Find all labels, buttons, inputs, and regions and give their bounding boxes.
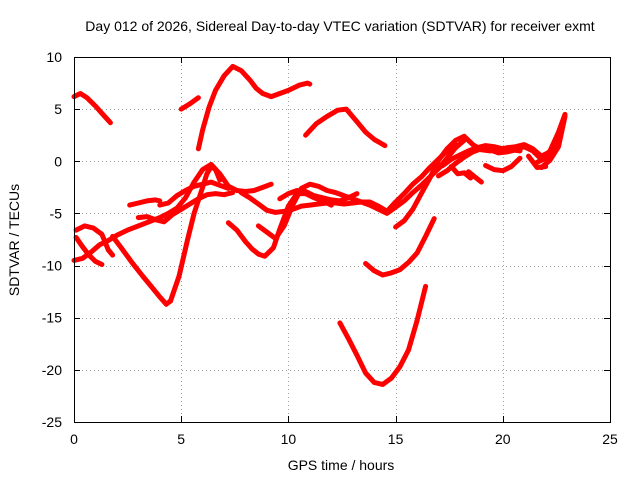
y-tick-label: -5 <box>50 205 63 221</box>
x-tick-label: 10 <box>281 431 297 447</box>
series-arc-27 <box>538 113 568 170</box>
y-axis-label: SDTVAR / TECUs <box>6 184 22 296</box>
series-arc-18 <box>363 216 437 278</box>
plot-frame <box>74 57 611 423</box>
x-tick-label: 20 <box>495 431 511 447</box>
series-arc-10 <box>127 197 163 208</box>
series-arc-23 <box>466 169 484 185</box>
x-tick-label: 0 <box>70 431 78 447</box>
series-arc-16 <box>277 188 360 204</box>
series-arc-12 <box>157 179 231 208</box>
series-arc-8 <box>73 223 116 258</box>
series-arc-1 <box>71 91 113 126</box>
y-tick-label: 0 <box>54 153 62 169</box>
series-arc-24 <box>483 155 523 174</box>
series-arc-11 <box>135 190 236 225</box>
x-tick-label: 25 <box>602 431 618 447</box>
series-arc-2 <box>178 95 201 112</box>
x-axis-label: GPS time / hours <box>288 457 395 473</box>
series-arc-14 <box>238 142 459 215</box>
data-series <box>71 63 568 387</box>
y-tick-label: -25 <box>42 414 62 430</box>
y-tick-label: -10 <box>42 258 62 274</box>
y-tick-label: -15 <box>42 310 62 326</box>
x-tick-label: 5 <box>177 431 185 447</box>
y-tick-label: 5 <box>54 101 62 117</box>
series-arc-6 <box>110 233 173 307</box>
series-arc-3 <box>195 63 313 152</box>
axis-ticks: 0 5 10 15 20 25 -25 -20 -15 -10 -5 0 5 10 <box>42 49 618 447</box>
x-tick-label: 15 <box>388 431 404 447</box>
y-tick-label: 10 <box>46 49 62 65</box>
chart-title: Day 012 of 2026, Sidereal Day-to-day VTE… <box>85 18 594 34</box>
series-arc-4 <box>303 106 388 149</box>
series-arc-7 <box>168 164 223 304</box>
series-arc-17 <box>337 283 429 387</box>
series-arc-22 <box>448 164 474 181</box>
series-arc-9 <box>73 234 105 267</box>
y-tick-label: -20 <box>42 362 62 378</box>
